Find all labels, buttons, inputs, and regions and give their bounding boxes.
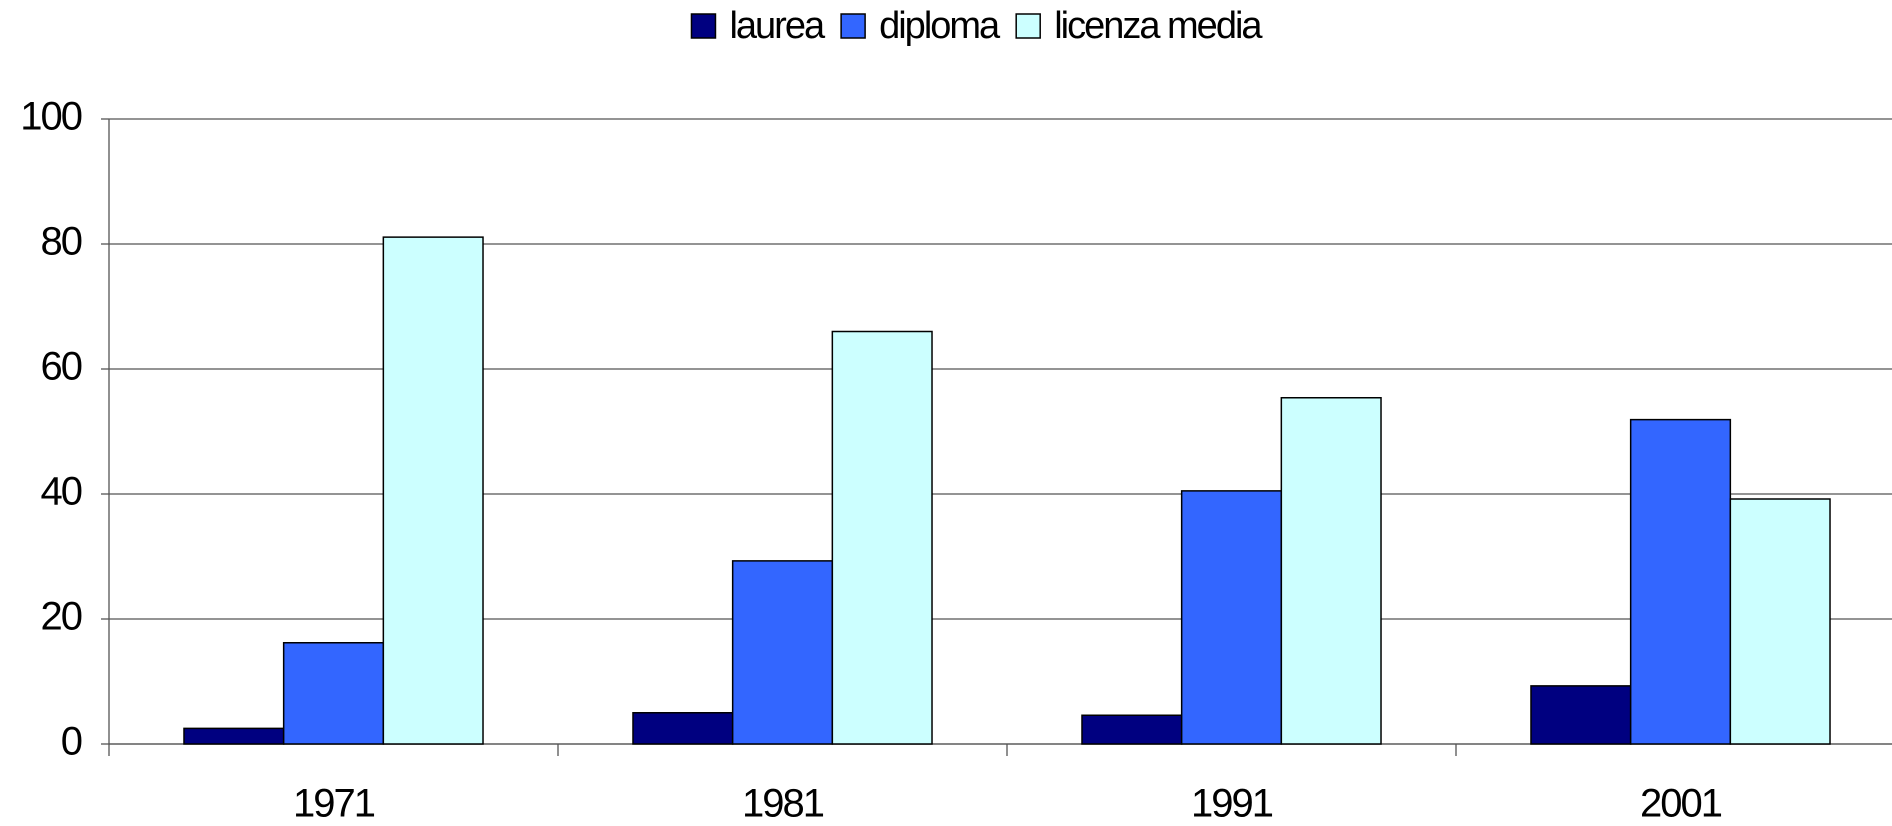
bar xyxy=(831,330,933,745)
bar xyxy=(1729,498,1831,745)
bar xyxy=(1530,685,1632,745)
legend-swatch xyxy=(690,13,717,39)
y-tick-label: 20 xyxy=(41,595,82,639)
bar xyxy=(632,712,734,745)
y-tick-label: 60 xyxy=(41,345,82,389)
x-tick-label: 2001 xyxy=(1640,782,1722,826)
x-tick-label: 1981 xyxy=(742,782,824,826)
bar xyxy=(731,560,834,745)
y-tick-label: 0 xyxy=(61,720,82,764)
legend-label: laurea xyxy=(729,5,825,47)
bar xyxy=(1081,714,1183,745)
y-tick-label: 80 xyxy=(41,220,82,264)
y-tick-label: 100 xyxy=(20,95,81,139)
legend-label: diploma xyxy=(879,5,1001,47)
bar xyxy=(183,727,285,745)
bar xyxy=(1629,418,1732,745)
x-tick-label: 1991 xyxy=(1191,782,1273,826)
bar xyxy=(382,236,484,745)
y-tick-label: 40 xyxy=(41,470,82,514)
legend-label: licenza media xyxy=(1054,5,1263,47)
legend-swatch xyxy=(1015,13,1041,39)
legend-swatch xyxy=(840,13,866,39)
legend: laurea diploma licenza media xyxy=(690,5,1265,47)
x-tick-label: 1971 xyxy=(293,782,375,826)
bar xyxy=(282,642,385,745)
bar xyxy=(1180,490,1283,745)
bar xyxy=(1280,397,1382,745)
